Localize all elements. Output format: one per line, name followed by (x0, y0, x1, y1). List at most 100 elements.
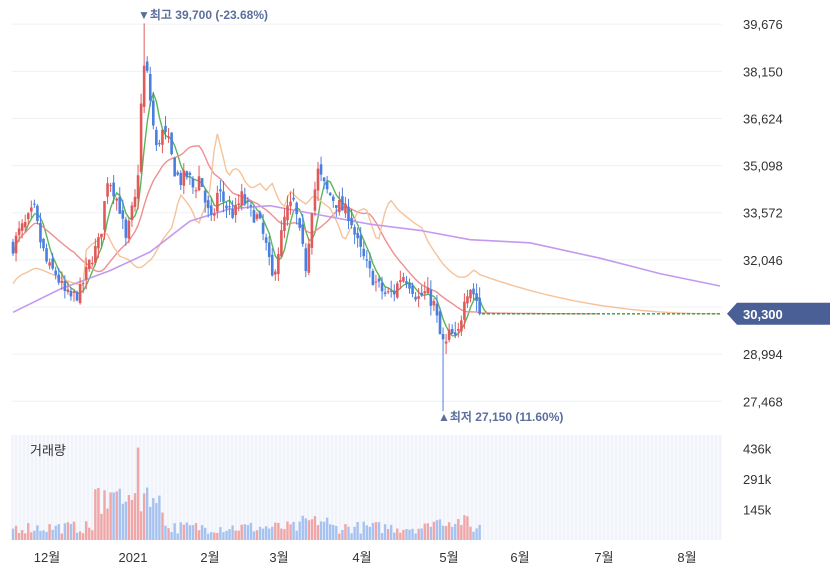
volume-bar (325, 517, 329, 540)
candle-body (359, 235, 362, 247)
candle-body (173, 157, 176, 177)
candle-body (368, 260, 372, 269)
candle-body (457, 328, 460, 331)
candle-body (246, 200, 250, 202)
candle-body (228, 206, 231, 208)
price-tick-label: 35,098 (743, 159, 783, 174)
volume-bar (60, 533, 63, 540)
volume-bar (338, 533, 341, 540)
volume-bar (475, 528, 478, 540)
candle-body (191, 178, 195, 188)
volume-bar (139, 511, 143, 540)
candle-body (200, 178, 204, 187)
candle-body (353, 227, 356, 235)
volume-bar (451, 526, 454, 540)
candle-body (258, 212, 262, 219)
volume-bar (188, 525, 192, 540)
candle-body (399, 280, 402, 283)
candle-body (392, 290, 396, 295)
candle-body (142, 65, 146, 107)
volume-bar (213, 532, 216, 540)
volume-bar (466, 516, 469, 540)
volume-bar (149, 506, 152, 540)
candle-body (341, 196, 344, 211)
volume-bar (173, 523, 176, 540)
volume-bar (197, 530, 201, 540)
volume-bar (335, 525, 338, 540)
candle-body (417, 296, 420, 299)
candle-body (435, 303, 439, 316)
volume-bar (289, 524, 292, 540)
candle-body (261, 222, 265, 234)
candle-body (234, 204, 237, 216)
candle-body (121, 210, 125, 219)
volume-bar (277, 522, 280, 540)
volume-bar (316, 525, 320, 540)
volume-bar (51, 529, 54, 540)
volume-bar (280, 528, 283, 540)
volume-bar (356, 522, 359, 540)
candle-body (350, 217, 353, 226)
volume-bar (426, 523, 429, 540)
volume-bar (57, 524, 60, 540)
volume-bar (164, 525, 167, 540)
volume-bar (268, 528, 271, 540)
volume-bar (423, 523, 426, 540)
candle-body (243, 194, 247, 204)
candle-body (167, 136, 170, 138)
candle-body (94, 245, 97, 263)
volume-bar (432, 521, 436, 540)
moving-average-lines (12, 90, 721, 337)
volume-bar (469, 526, 472, 540)
volume-bar (417, 528, 420, 540)
candle-body (377, 278, 381, 282)
volume-bar (252, 531, 256, 540)
volume-bar (307, 520, 311, 540)
date-tick-label: 7월 (594, 550, 613, 565)
volume-bar (274, 522, 277, 540)
candle-body (255, 214, 259, 219)
ma120-line (12, 204, 721, 314)
candle-body (347, 206, 350, 222)
volume-bar (216, 532, 219, 540)
candle-body (304, 248, 308, 272)
volume-bar (454, 523, 457, 540)
volume-bar (194, 523, 198, 540)
volume-bar (271, 526, 274, 540)
candle-body (213, 213, 216, 216)
volume-bar (380, 533, 384, 540)
candle-body (277, 254, 280, 275)
volume-bar (374, 522, 378, 540)
candle-body (280, 230, 283, 257)
volume-bar (396, 528, 399, 540)
volume-bar (155, 503, 158, 540)
volume-bar (133, 493, 137, 540)
candle-body (386, 291, 390, 293)
candle-body (209, 205, 213, 215)
volume-axis: 436k 291k 145k (743, 441, 772, 517)
candle-body (426, 287, 430, 294)
candle-body (463, 301, 466, 320)
candle-body (328, 192, 332, 196)
candle-body (106, 183, 109, 197)
volume-bar (146, 487, 149, 540)
volume-bar (36, 525, 39, 540)
volume-bar (63, 523, 67, 540)
volume-bar (158, 495, 161, 540)
candle-body (316, 168, 320, 191)
date-axis: 12월 2021 2월 3월 4월 5월 6월 7월 8월 (34, 550, 697, 565)
volume-bar (447, 522, 451, 540)
volume-bar (100, 513, 103, 540)
volume-bar (322, 521, 326, 540)
candle-body (423, 291, 427, 294)
volume-bar (88, 527, 91, 540)
volume-bar (81, 533, 85, 540)
volume-bar (344, 524, 347, 540)
volume-bar (75, 532, 79, 540)
price-tick-label: 39,676 (743, 17, 783, 32)
price-tick-label: 32,046 (743, 253, 783, 268)
volume-bar (457, 519, 460, 540)
candle-body (57, 274, 61, 283)
candle-body (42, 238, 45, 249)
